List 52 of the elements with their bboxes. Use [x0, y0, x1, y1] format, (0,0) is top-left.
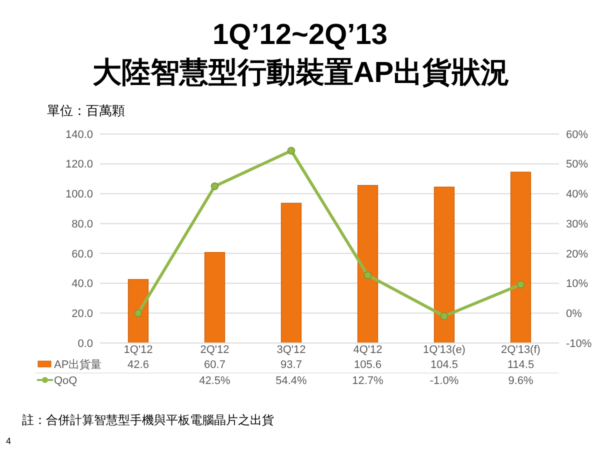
point	[440, 312, 448, 320]
data-label: 104.5	[430, 359, 458, 371]
y2-tick-label: 60%	[566, 128, 588, 141]
legend-label: AP出貨量	[54, 358, 102, 371]
y2-tick-label: 50%	[566, 158, 588, 171]
legend-label: QoQ	[54, 375, 78, 387]
y-tick-label: 120.0	[65, 158, 93, 171]
bar	[510, 172, 532, 344]
data-label: 54.4%	[276, 375, 308, 387]
bar	[280, 202, 302, 344]
chart-title: 1Q’12~2Q’13	[212, 19, 388, 51]
data-label: 9.6%	[508, 375, 534, 387]
text: 註：合併計算智慧型手機與平板電腦晶片之出貨	[22, 413, 274, 427]
point	[287, 146, 296, 155]
y2-tick-label: 40%	[566, 188, 588, 201]
x-tick-label: 2Q'12	[200, 344, 230, 356]
y-tick-label: 60.0	[72, 248, 93, 260]
y-tick-label: 80.0	[72, 218, 93, 230]
data-label: 42.6	[128, 359, 149, 371]
chart-subtitle: 大陸智慧型行動裝置AP出貨狀況	[92, 57, 510, 89]
bar	[357, 185, 378, 344]
y2-tick-label: 20%	[566, 248, 588, 260]
y2-tick-label: 30%	[566, 218, 588, 230]
data-label: 60.7	[204, 359, 226, 371]
y-tick-label: 100.0	[65, 188, 93, 201]
data-label: 12.7%	[352, 375, 384, 387]
y-tick-label: 140.0	[65, 128, 93, 141]
text: 4	[6, 436, 12, 446]
point	[210, 182, 219, 190]
y-tick-label: 40.0	[72, 278, 93, 290]
y2-tick-label: 10%	[566, 278, 588, 290]
x-tick-label: 3Q'12	[276, 344, 306, 356]
data-label: 42.5%	[199, 375, 231, 387]
data-label: -1.0%	[430, 375, 459, 387]
x-tick-label: 2Q'13(f)	[501, 344, 540, 356]
bar	[204, 252, 226, 344]
y-tick-label: 0.0	[78, 338, 93, 350]
x-tick-label: 4Q'12	[353, 344, 382, 356]
y2-tick-label: -10%	[566, 338, 592, 350]
data-label: 114.5	[507, 359, 534, 371]
x-tick-label: 1Q'12	[124, 344, 153, 356]
data-label: 93.7	[280, 359, 302, 371]
y2-tick-label: 0%	[566, 308, 582, 320]
point	[364, 271, 372, 280]
y-tick-label: 20.0	[72, 308, 93, 320]
bar	[434, 186, 455, 344]
point	[516, 280, 525, 288]
text: 單位：百萬顆	[47, 103, 125, 118]
point	[134, 309, 142, 318]
bar	[128, 279, 149, 344]
data-label: 105.6	[354, 359, 382, 371]
x-tick-label: 1Q'13(e)	[423, 344, 466, 356]
